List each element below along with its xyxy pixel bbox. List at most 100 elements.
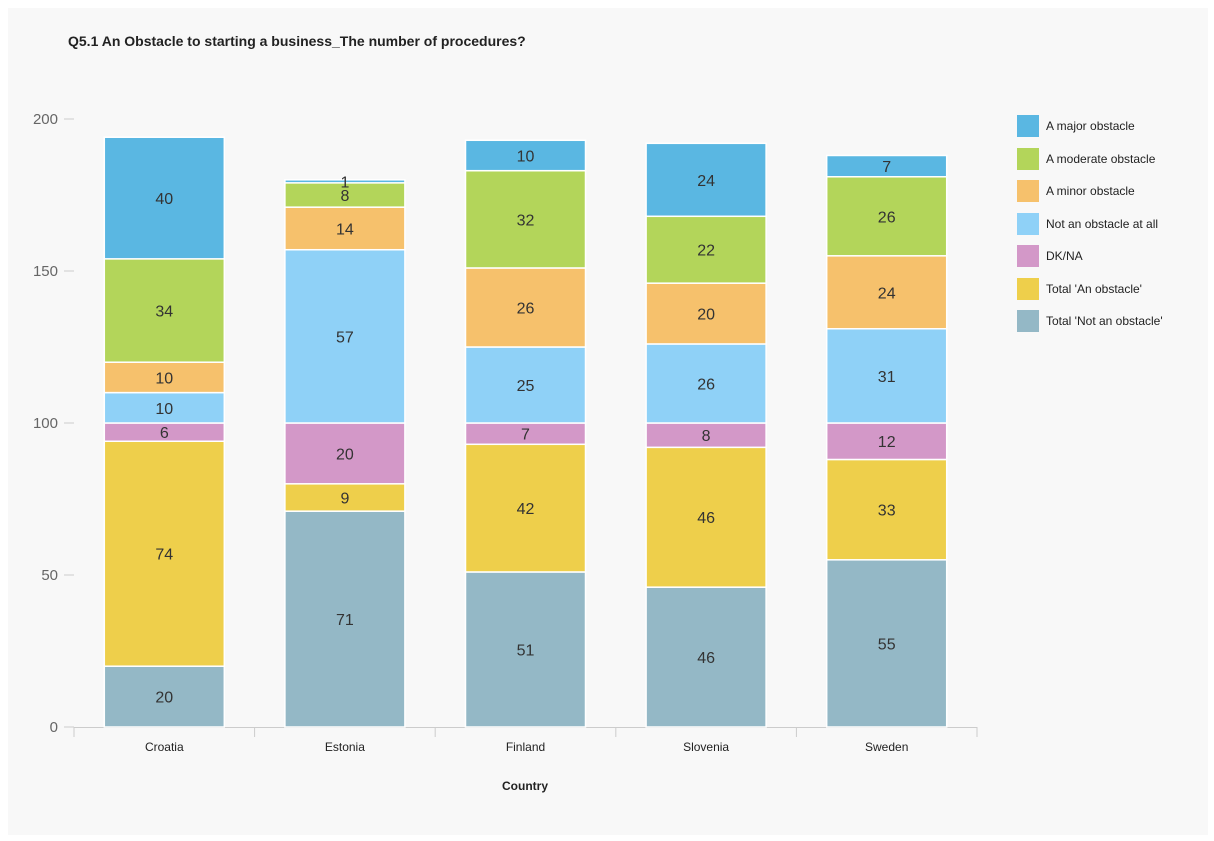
legend-label: Total 'An obstacle' — [1046, 281, 1142, 296]
bar-segment — [464, 139, 587, 172]
data-label: 12 — [878, 434, 896, 451]
x-tick-label: Sweden — [865, 740, 908, 754]
data-label: 8 — [340, 188, 349, 205]
y-tick-label: 0 — [50, 719, 58, 736]
data-label: 26 — [697, 376, 715, 393]
data-label: 14 — [336, 221, 354, 238]
bars-group: 2074610103440719205714815142725263210464… — [103, 136, 948, 728]
bar-segment — [284, 206, 406, 251]
bar-segment — [284, 510, 406, 728]
data-label: 32 — [517, 212, 535, 229]
bar-segment — [645, 446, 767, 588]
data-label: 42 — [517, 501, 535, 518]
data-label: 33 — [878, 503, 896, 520]
bar-segment — [464, 169, 587, 269]
legend-item[interactable]: Not an obstacle at all — [1017, 212, 1207, 235]
data-label: 20 — [336, 446, 354, 463]
bar-segment — [825, 422, 948, 461]
legend-swatch — [1017, 115, 1039, 137]
data-label: 46 — [697, 650, 715, 667]
legend-item[interactable]: A major obstacle — [1017, 115, 1207, 137]
legend-item[interactable]: A moderate obstacle — [1017, 147, 1207, 170]
legend-swatch — [1017, 277, 1039, 300]
data-label: 7 — [521, 427, 530, 444]
bar-segment — [825, 458, 948, 561]
legend-swatch — [1017, 310, 1039, 332]
data-label: 10 — [155, 370, 173, 387]
x-tick-label: Slovenia — [683, 740, 729, 754]
bar-segment — [645, 215, 767, 284]
legend-swatch — [1017, 245, 1039, 267]
legend-item[interactable]: A minor obstacle — [1017, 180, 1207, 202]
bar-segment — [284, 248, 406, 424]
y-axis: 0 50 100 150 200 — [33, 111, 74, 736]
data-label: 22 — [697, 243, 715, 260]
data-label: 31 — [878, 369, 896, 386]
bar-segment — [645, 586, 767, 728]
data-label: 26 — [517, 300, 535, 317]
bar-segment — [103, 440, 226, 667]
data-label: 40 — [155, 191, 173, 208]
data-label: 51 — [517, 642, 535, 659]
bar-segment — [825, 154, 948, 178]
bar-segment — [645, 142, 767, 218]
data-label: 1 — [340, 174, 349, 191]
bar-segment — [645, 422, 767, 449]
data-label: 20 — [697, 307, 715, 324]
data-label: 26 — [878, 209, 896, 226]
x-tick-label: Estonia — [325, 740, 365, 754]
bar-segment — [284, 483, 406, 512]
bar-segment — [103, 136, 226, 260]
bar-segment — [103, 391, 226, 424]
data-label: 10 — [155, 401, 173, 418]
stacked-bar-chart: 0 50 100 150 200 Croatia Estonia Finland Sloven… — [33, 111, 978, 793]
y-tick-label: 100 — [33, 415, 58, 432]
data-label: 9 — [340, 490, 349, 507]
data-label: 55 — [878, 636, 896, 653]
legend-label: A minor obstacle — [1046, 184, 1135, 198]
bar-segment — [464, 443, 587, 573]
legend-item[interactable]: Total 'Not an obstacle' — [1017, 310, 1207, 332]
legend-item[interactable]: DK/NA — [1017, 245, 1207, 267]
legend-swatch — [1017, 180, 1039, 202]
data-label: 8 — [702, 428, 711, 445]
data-label: 10 — [517, 148, 535, 165]
bar-segment — [464, 346, 587, 424]
bar-segment — [825, 328, 948, 424]
legend-swatch — [1017, 147, 1039, 170]
legend-label: Total 'Not an obstacle' — [1046, 314, 1163, 328]
bar-segment — [645, 282, 767, 345]
data-label: 46 — [697, 510, 715, 527]
legend-item[interactable]: Total 'An obstacle' — [1017, 277, 1207, 300]
bar-segment — [825, 559, 948, 728]
legend-label: DK/NA — [1046, 249, 1083, 263]
data-label: 24 — [878, 285, 896, 302]
bar-segment — [284, 422, 406, 485]
chart-title: Q5.1 An Obstacle to starting a business_… — [68, 33, 526, 49]
legend: A major obstacle A moderate obstacle A min… — [1017, 115, 1207, 343]
data-label: 34 — [155, 304, 173, 321]
x-axis: Croatia Estonia Finland Slovenia Sweden — [73, 727, 978, 754]
legend-label: A major obstacle — [1046, 119, 1135, 133]
data-label: 25 — [517, 378, 535, 395]
x-tick-label: Croatia — [145, 740, 184, 754]
data-label: 71 — [336, 612, 354, 629]
legend-label: A moderate obstacle — [1046, 151, 1156, 166]
bar-segment — [103, 665, 226, 728]
y-tick-label: 50 — [41, 567, 58, 584]
legend-swatch — [1017, 212, 1039, 235]
data-label: 57 — [336, 329, 354, 346]
data-label: 24 — [697, 173, 715, 190]
x-tick-label: Finland — [506, 740, 545, 754]
y-tick-label: 200 — [33, 111, 58, 128]
bar-segment — [464, 571, 587, 728]
bar-segment — [284, 179, 406, 184]
bar-segment — [825, 255, 948, 330]
data-label: 7 — [882, 159, 891, 176]
legend-label: Not an obstacle at all — [1046, 216, 1159, 231]
data-label: 20 — [155, 690, 173, 707]
data-label: 74 — [155, 547, 173, 564]
x-axis-title: Country — [502, 779, 548, 793]
y-tick-label: 150 — [33, 263, 58, 280]
data-label: 6 — [160, 425, 169, 442]
